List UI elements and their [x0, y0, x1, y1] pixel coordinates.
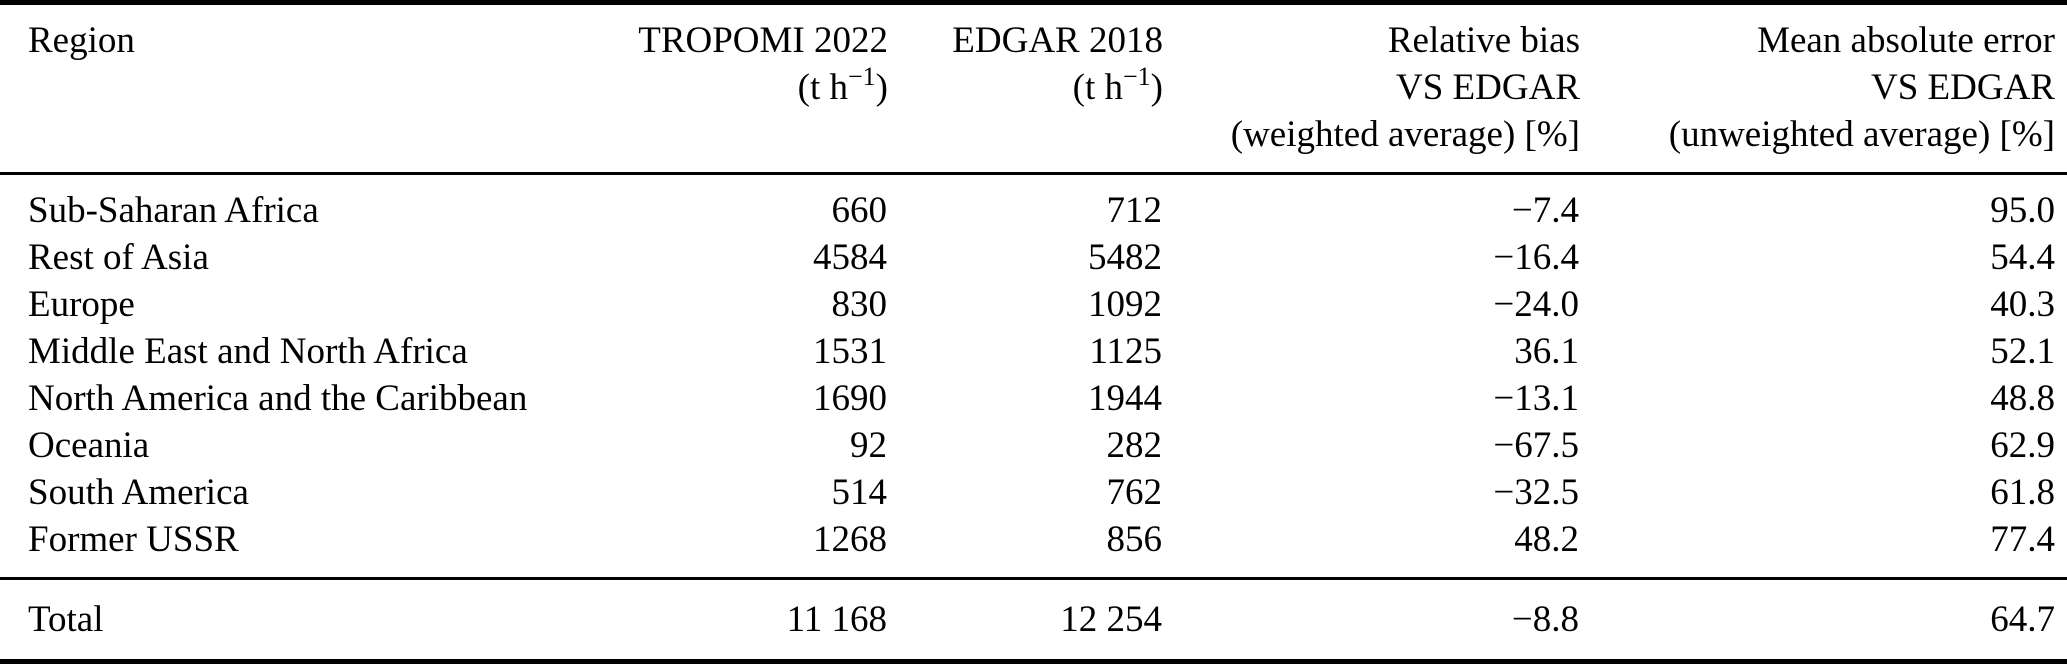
edgar-cell: 1125 [1089, 331, 1162, 372]
total-label-cell: Total [0, 577, 560, 662]
col-header-region: Region [0, 2, 560, 175]
col-header-relative-bias: Relative bias VS EDGAR (weighted average… [1163, 2, 1580, 175]
col-header-mae: Mean absolute error VS EDGAR (unweighted… [1580, 2, 2067, 175]
region-cell: Oceania [28, 425, 150, 466]
tropomi-cell: 660 [831, 190, 888, 231]
bias-cell: 48.2 [1514, 519, 1579, 560]
mae-cell: 48.8 [1990, 378, 2055, 419]
col-header-tropomi: TROPOMI 2022 (t h−1) [560, 2, 888, 175]
region-cell: Former USSR [28, 519, 239, 560]
table-row: Former USSR 1268 856 48.2 77.4 [0, 516, 2067, 579]
mae-cell: 54.4 [1990, 237, 2055, 278]
region-cell: South America [28, 472, 249, 513]
region-cell: Rest of Asia [28, 237, 209, 278]
col-header-relative-bias-line3: (weighted average) [%] [1230, 114, 1580, 155]
tropomi-cell: 4584 [813, 237, 887, 278]
table-total-section: Total 11 168 12 254 −8.8 64.7 [0, 577, 2067, 662]
region-cell: Europe [28, 284, 135, 325]
table-header: Region TROPOMI 2022 (t h−1) EDGAR 2018 (… [0, 2, 2067, 175]
tropomi-cell: 514 [831, 472, 888, 513]
bias-cell: −67.5 [1493, 425, 1579, 466]
edgar-cell: 856 [1106, 519, 1163, 560]
region-cell: Middle East and North Africa [28, 331, 468, 372]
edgar-cell: 762 [1106, 472, 1163, 513]
bias-cell: −16.4 [1493, 237, 1579, 278]
total-row: Total 11 168 12 254 −8.8 64.7 [0, 577, 2067, 662]
total-bias-cell: −8.8 [1163, 577, 1580, 662]
table-row: Rest of Asia 4584 5482 −16.4 54.4 [0, 234, 2067, 281]
tropomi-cell: 92 [850, 425, 887, 466]
edgar-cell: 282 [1106, 425, 1163, 466]
table-row: Middle East and North Africa 1531 1125 3… [0, 328, 2067, 375]
total-edgar-cell: 12 254 [888, 577, 1163, 662]
col-header-relative-bias-line2: VS EDGAR [1396, 67, 1580, 108]
table-row: Oceania 92 282 −67.5 62.9 [0, 422, 2067, 469]
bias-cell: −7.4 [1511, 190, 1579, 231]
bias-cell: −24.0 [1493, 284, 1579, 325]
mae-cell: 40.3 [1990, 284, 2055, 325]
unit-close: ) [875, 67, 888, 108]
table-row: South America 514 762 −32.5 61.8 [0, 469, 2067, 516]
mae-cell: 95.0 [1990, 190, 2055, 231]
edgar-cell: 5482 [1088, 237, 1162, 278]
unit-close: ) [1150, 67, 1163, 108]
edgar-cell: 1944 [1088, 378, 1162, 419]
col-header-relative-bias-line1: Relative bias [1387, 20, 1580, 61]
col-header-edgar-unit: (t h−1) [888, 64, 1163, 111]
unit-exponent: −1 [848, 62, 876, 91]
table-row: North America and the Caribbean 1690 194… [0, 375, 2067, 422]
tropomi-cell: 1690 [813, 378, 887, 419]
tropomi-cell: 1268 [813, 519, 887, 560]
bias-cell: 36.1 [1514, 331, 1579, 372]
edgar-cell: 1092 [1088, 284, 1162, 325]
mae-cell: 52.1 [1990, 331, 2055, 372]
bias-cell: −32.5 [1493, 472, 1579, 513]
bias-cell: −13.1 [1493, 378, 1579, 419]
table-row: Sub-Saharan Africa 660 712 −7.4 95.0 [0, 174, 2067, 235]
mae-cell: 62.9 [1990, 425, 2055, 466]
total-mae-cell: 64.7 [1580, 577, 2067, 662]
unit-base: (t h [797, 67, 848, 108]
table-body: Sub-Saharan Africa 660 712 −7.4 95.0 Res… [0, 174, 2067, 579]
table-row: Europe 830 1092 −24.0 40.3 [0, 281, 2067, 328]
unit-exponent: −1 [1123, 62, 1151, 91]
tropomi-cell: 830 [831, 284, 888, 325]
col-header-mae-line1: Mean absolute error [1757, 20, 2055, 61]
total-tropomi-cell: 11 168 [560, 577, 888, 662]
col-header-tropomi-unit: (t h−1) [560, 64, 888, 111]
unit-base: (t h [1072, 67, 1123, 108]
mae-cell: 77.4 [1990, 519, 2055, 560]
col-header-region-label: Region [28, 20, 135, 61]
col-header-mae-line2: VS EDGAR [1871, 67, 2055, 108]
tropomi-cell: 1531 [813, 331, 887, 372]
mae-cell: 61.8 [1990, 472, 2055, 513]
region-cell: Sub-Saharan Africa [28, 190, 319, 231]
header-row: Region TROPOMI 2022 (t h−1) EDGAR 2018 (… [0, 2, 2067, 175]
region-cell: North America and the Caribbean [28, 378, 528, 419]
col-header-edgar: EDGAR 2018 (t h−1) [888, 2, 1163, 175]
col-header-tropomi-label: TROPOMI 2022 [638, 20, 888, 61]
edgar-cell: 712 [1106, 190, 1163, 231]
col-header-edgar-label: EDGAR 2018 [952, 20, 1163, 61]
col-header-mae-line3: (unweighted average) [%] [1668, 114, 2055, 155]
